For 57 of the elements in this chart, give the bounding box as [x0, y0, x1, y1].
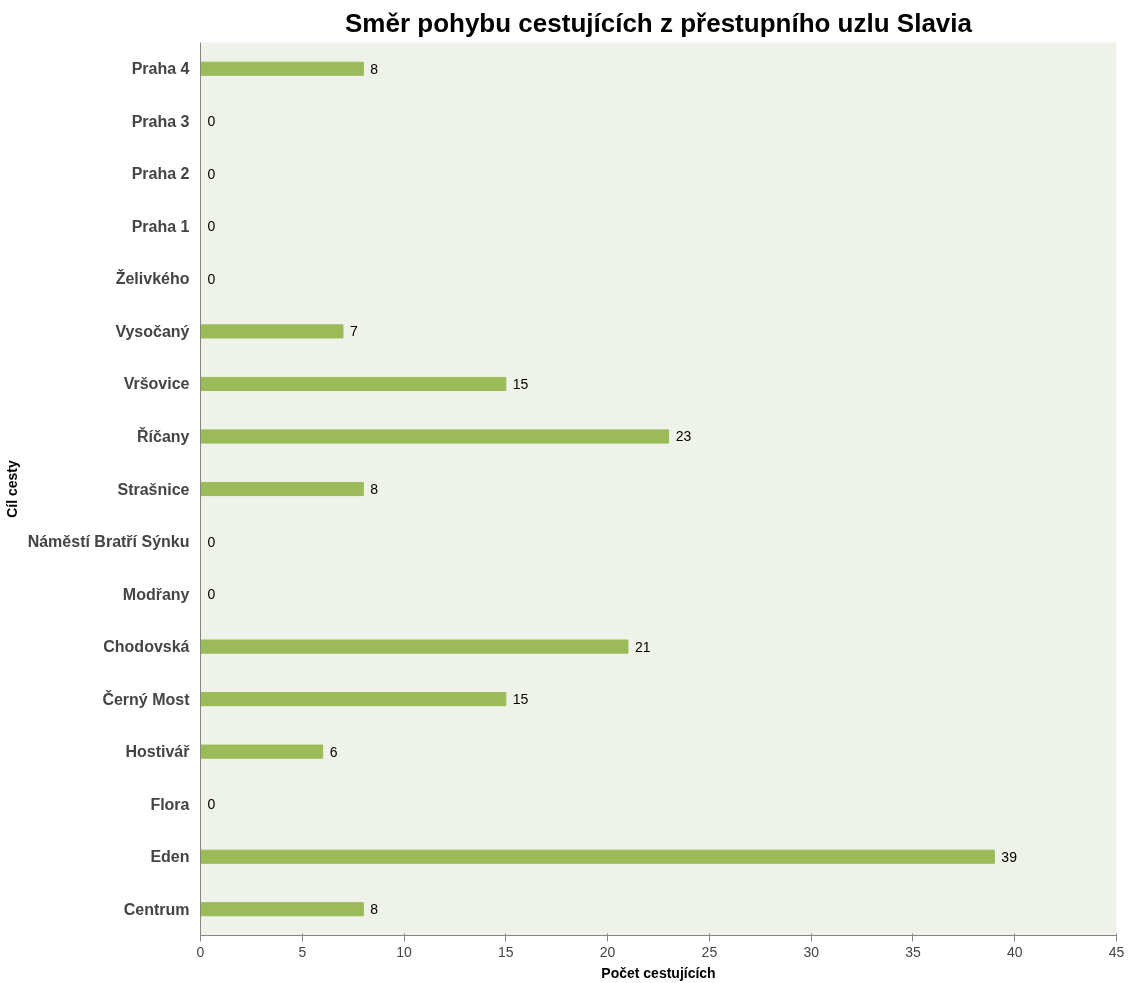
- y-tick-label: Centrum: [123, 900, 190, 918]
- data-label: 39: [1001, 848, 1018, 865]
- data-label: 7: [349, 323, 358, 340]
- data-label: 8: [370, 60, 379, 77]
- y-tick-label: Vršovice: [123, 375, 190, 393]
- data-label: 0: [207, 113, 216, 130]
- chart-title: Směr pohybu cestujících z přestupního uzlu Slavia: [345, 7, 973, 38]
- bar: [200, 481, 364, 497]
- x-tick-label: 0: [196, 943, 205, 960]
- y-tick-label: Modřany: [122, 585, 190, 603]
- data-label: 0: [207, 796, 216, 813]
- data-label: 15: [512, 375, 529, 392]
- y-tick-label: Eden: [150, 848, 190, 866]
- data-label: 0: [207, 586, 216, 603]
- y-tick-label: Chodovská: [103, 638, 190, 656]
- x-tick-label: 40: [1006, 943, 1023, 960]
- y-tick-label: Praha 1: [131, 217, 190, 235]
- y-axis-title: Cíl cesty: [3, 459, 20, 518]
- data-label: 21: [634, 638, 651, 655]
- data-label: 8: [370, 901, 379, 918]
- data-label: 0: [207, 270, 216, 287]
- data-label: 6: [329, 743, 338, 760]
- y-tick-label: Hostivář: [125, 743, 191, 761]
- data-label: 0: [207, 533, 216, 550]
- y-tick-label: Praha 2: [131, 165, 190, 183]
- x-tick-label: 5: [298, 943, 307, 960]
- x-tick-label: 30: [803, 943, 820, 960]
- y-tick-label: Želivkého: [115, 269, 190, 288]
- x-tick-label: 45: [1108, 943, 1125, 960]
- x-axis-title: Počet cestujících: [601, 964, 716, 981]
- y-tick-label: Náměstí Bratří Sýnku: [27, 533, 190, 551]
- bar: [200, 324, 344, 339]
- bar: [200, 639, 629, 654]
- bar: [200, 692, 507, 707]
- y-tick-label: Praha 3: [131, 112, 190, 130]
- bar: [200, 429, 670, 444]
- y-tick-label: Černý Most: [102, 689, 191, 708]
- y-tick-label: Strašnice: [117, 480, 190, 498]
- bar: [200, 902, 364, 917]
- bar: [200, 849, 995, 864]
- data-label: 8: [370, 481, 379, 497]
- x-tick-label: 15: [498, 943, 514, 960]
- y-tick-label: Flora: [150, 795, 190, 813]
- data-label: 0: [207, 218, 216, 235]
- y-tick-label: Praha 4: [131, 60, 190, 78]
- bar: [200, 376, 507, 392]
- bar: [200, 744, 324, 759]
- x-tick-label: 35: [905, 943, 921, 960]
- x-tick-label: 10: [396, 943, 413, 960]
- data-label: 0: [207, 165, 216, 182]
- y-tick-label: Vysočaný: [115, 322, 190, 340]
- data-label: 15: [512, 691, 529, 708]
- x-tick-label: 20: [599, 943, 616, 960]
- bar: [200, 61, 364, 76]
- x-tick-label: 25: [701, 943, 718, 960]
- data-label: 23: [675, 428, 692, 445]
- y-tick-label: Říčany: [137, 426, 190, 445]
